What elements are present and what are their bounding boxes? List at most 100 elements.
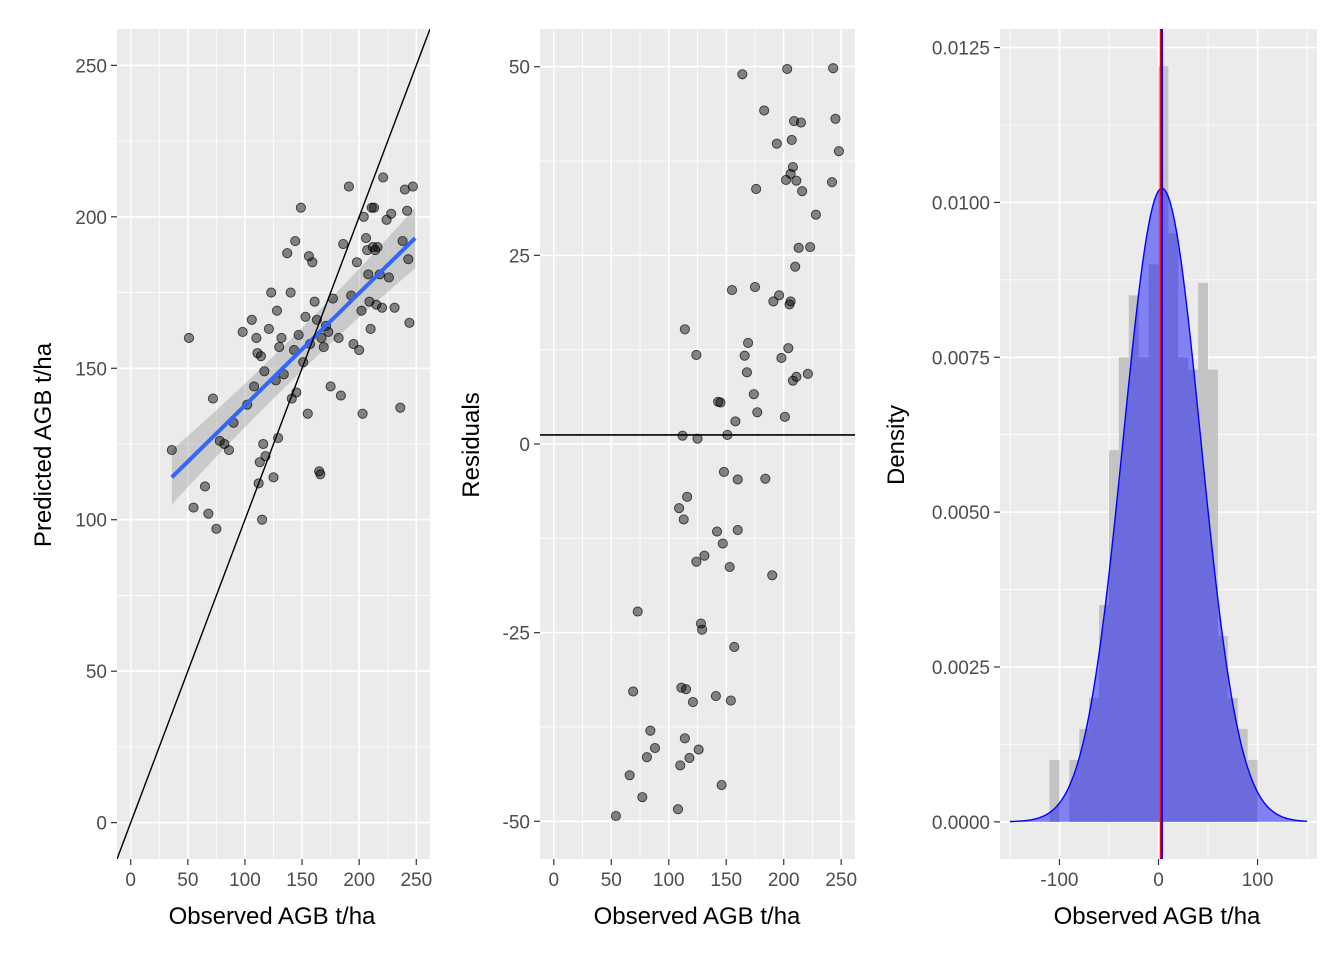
- panel2-data-point: [779, 411, 790, 422]
- panel2-data-point: [802, 368, 813, 379]
- panel2-y-axis-title: Residuals: [458, 392, 485, 497]
- panel1-data-point: [402, 205, 413, 216]
- panel2-data-point: [791, 371, 802, 382]
- panel2-data-point: [724, 561, 735, 573]
- panel2-data-point: [790, 261, 801, 272]
- panel3-histogram-bar: [1148, 264, 1159, 822]
- panel1-data-point: [354, 345, 365, 356]
- panel2-data-point: [795, 117, 807, 128]
- panel-predicted-vs-observed: 0 50 100 150 200 250 0 50 100 150 200 250: [75, 29, 432, 891]
- panel2-data-point: [751, 183, 762, 195]
- panel3-histogram-bar: [1049, 759, 1060, 822]
- panel2-data-point: [787, 162, 798, 173]
- panel3-histogram-bar: [1089, 697, 1100, 822]
- panel3-histogram-bar: [1128, 295, 1139, 822]
- panel1-data-point: [293, 329, 304, 340]
- panel1-data-point: [386, 208, 397, 219]
- panel2-data-point: [628, 686, 639, 697]
- panel1-data-point: [237, 326, 248, 337]
- panel1-data-point: [251, 332, 262, 344]
- panel1-y-tick-label: 100: [75, 511, 107, 532]
- panel2-data-point: [760, 473, 771, 484]
- panel1-x-axis-title: Observed AGB t/ha: [169, 903, 376, 930]
- panel1-data-point: [259, 366, 270, 377]
- panel1-data-point: [404, 317, 415, 328]
- panel2-data-point: [797, 186, 808, 197]
- panel2-data-point: [695, 618, 706, 629]
- panel2-data-point: [739, 350, 750, 361]
- panel2-data-point: [624, 770, 635, 781]
- panel1-data-point: [254, 457, 265, 468]
- panel3-y-tick-label: 0.0100: [932, 193, 990, 214]
- panel2-data-point: [810, 209, 821, 220]
- panel1-data-point: [348, 338, 359, 350]
- panel1-data-point: [268, 472, 279, 483]
- panel3-y-tick-label: 0.0075: [932, 348, 990, 369]
- panel2-data-point: [830, 113, 841, 124]
- panel2-data-point: [678, 514, 689, 525]
- panel1-data-point: [318, 342, 329, 353]
- panel2-data-point: [632, 606, 643, 617]
- panel2-data-point: [776, 352, 787, 364]
- panel2-data-point: [805, 242, 816, 253]
- panel2-y-tick-label: 0: [519, 435, 530, 456]
- panel2-data-point: [679, 733, 690, 744]
- panel3-x-tick-label: 100: [1242, 870, 1274, 891]
- panel1-data-point: [368, 202, 380, 213]
- panel1-data-point: [363, 269, 374, 280]
- panel1-data-point: [351, 257, 362, 268]
- panel2-data-point: [732, 474, 743, 485]
- panel2-data-point: [749, 282, 761, 293]
- panel1-data-point: [303, 251, 314, 262]
- panel1-data-point: [274, 342, 285, 353]
- panel2-data-point: [759, 105, 770, 116]
- panel1-data-point: [371, 299, 382, 310]
- panel1-data-point: [199, 481, 211, 492]
- panel2-data-point: [717, 538, 728, 549]
- panel1-data-point: [395, 402, 406, 413]
- panel3-x-axis-title: Observed AGB t/ha: [1054, 903, 1261, 930]
- panel1-plot-area: [117, 29, 430, 859]
- panel3-histogram-bar: [1188, 369, 1199, 822]
- panel-density: -100 0 100 0.0000 0.0025 0.0050 0.0075 0.0100 0.…: [932, 29, 1317, 891]
- panel2-y-tick-label: 25: [509, 246, 530, 267]
- panel1-data-point: [383, 272, 394, 283]
- panel2-data-point: [737, 69, 748, 80]
- panel1-x-tick-label: 150: [286, 870, 318, 891]
- panel1-data-point: [263, 323, 274, 334]
- panel2-plot-area: [540, 63, 855, 822]
- panel3-x-tick-label: -100: [1040, 870, 1078, 891]
- panel3-plot-area: [1009, 29, 1308, 859]
- panel2-data-point: [674, 503, 685, 514]
- panel1-data-point: [188, 502, 199, 513]
- panel1-data-point: [403, 254, 414, 265]
- panel3-histogram-bar: [1217, 636, 1228, 822]
- panel3-y-tick-label: 0.0025: [932, 658, 990, 679]
- panel2-data-point: [729, 641, 740, 653]
- panel1-data-point: [257, 514, 268, 525]
- panel3-histogram-bar: [1227, 697, 1238, 822]
- panel2-x-tick-label: 50: [601, 870, 622, 891]
- panel2-data-point: [697, 624, 708, 635]
- panel2-data-point: [783, 343, 794, 354]
- panel1-data-point: [376, 302, 388, 313]
- panel1-data-point: [325, 381, 336, 392]
- panel2-data-point: [641, 752, 652, 763]
- panel2-data-point: [726, 285, 738, 296]
- panel3-histogram-bar: [1247, 759, 1258, 822]
- panel3-histogram-bar: [1118, 357, 1129, 822]
- panel3-density-curve: [1009, 187, 1308, 823]
- panel2-data-point: [741, 367, 752, 378]
- panel1-data-point: [307, 257, 318, 268]
- panel2-data-point: [672, 804, 684, 815]
- panel1-data-point: [166, 445, 177, 456]
- panel2-data-point: [693, 744, 704, 755]
- panel2-data-point: [692, 433, 703, 444]
- panel3-histogram-bar: [1158, 66, 1169, 822]
- panel1-data-point: [302, 408, 313, 419]
- panel2-data-point: [649, 743, 661, 754]
- panel2-data-point: [610, 810, 621, 822]
- panel3-y-tick-label: 0.0050: [932, 503, 990, 524]
- panel2-data-point: [768, 296, 779, 307]
- panel2-data-point: [743, 337, 754, 348]
